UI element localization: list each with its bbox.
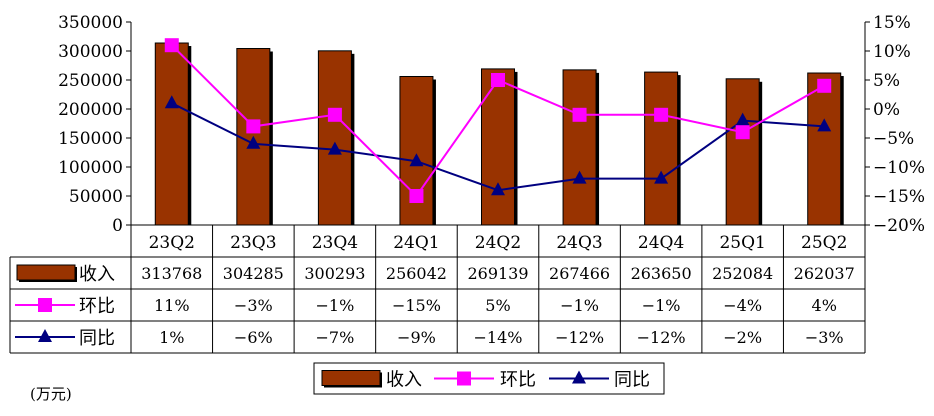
right-tick-label: −5% (873, 129, 914, 149)
revenue-bar (317, 50, 352, 226)
yoy-point (654, 170, 669, 184)
legend-key-revenue (321, 370, 381, 386)
table-cell: −9% (397, 328, 436, 347)
revenue-bar (481, 68, 515, 226)
category-label: 25Q2 (801, 233, 847, 253)
yoy-point (491, 182, 505, 196)
revenue-bar (644, 71, 679, 226)
revenue-bar (725, 78, 760, 226)
table-cell: −7% (315, 328, 354, 347)
revenue-bar (562, 69, 597, 226)
table-cell: −3% (234, 296, 273, 315)
table-cell: 5% (485, 296, 510, 315)
left-tick-label: 200000 (58, 100, 123, 120)
table-cell: 313768 (141, 264, 202, 283)
yoy-point (735, 112, 750, 126)
table-cell: 304285 (223, 264, 284, 283)
category-label: 23Q2 (149, 233, 195, 253)
legend-key-qoq-marker (457, 371, 471, 386)
table-cell: 262037 (794, 264, 855, 283)
table-cell: 256042 (386, 264, 447, 283)
table-cell: −3% (805, 328, 844, 347)
table-cell: 263650 (631, 264, 692, 283)
category-label: 24Q2 (475, 233, 521, 253)
legend-label-revenue: 收入 (386, 370, 422, 391)
line-series (164, 38, 832, 203)
table-cell: −2% (723, 328, 762, 347)
qoq-point (491, 73, 505, 87)
revenue-bar (236, 48, 271, 226)
table-cell: −1% (560, 296, 599, 315)
table-key-qoq-marker (38, 298, 52, 312)
yoy-point (817, 118, 832, 132)
category-label: 23Q4 (312, 233, 358, 253)
qoq-point (409, 189, 424, 203)
qoq-point (735, 125, 750, 140)
right-tick-label: 5% (873, 71, 900, 91)
legend-label-yoy: 同比 (614, 370, 650, 391)
yoy-point (327, 141, 342, 155)
right-tick-label: −20% (873, 216, 925, 236)
table-cell: −12% (637, 328, 686, 347)
category-label: 25Q1 (719, 233, 765, 253)
right-tick-label: −15% (873, 187, 925, 207)
left-tick-label: 350000 (58, 13, 123, 33)
left-tick-label: 100000 (58, 158, 123, 178)
unit-label: (万元) (30, 385, 72, 403)
table-cell: −15% (392, 296, 441, 315)
table-cell: −1% (642, 296, 681, 315)
left-tick-label: 150000 (58, 129, 123, 149)
table-key-yoy-marker (38, 329, 52, 342)
legend-label-qoq: 环比 (500, 370, 536, 391)
right-tick-label: 10% (873, 42, 911, 62)
category-label: 24Q4 (638, 233, 684, 253)
revenue-bar (807, 72, 842, 226)
table-cell: 269139 (467, 264, 528, 283)
table-cell: 4% (812, 296, 837, 315)
table-cell: 11% (154, 296, 190, 315)
data-table: 23Q2 23Q3 23Q4 24Q1 24Q2 24Q3 24Q4 25Q1 25Q2 收入 31… (9, 224, 866, 354)
table-cell: 267466 (549, 264, 610, 283)
legend-key-yoy-marker (572, 370, 586, 384)
right-tick-label: 0% (873, 100, 900, 120)
left-tick-label: 0 (112, 216, 123, 236)
table-cell: 300293 (304, 264, 365, 283)
category-label: 24Q1 (393, 233, 439, 253)
yoy-point (409, 153, 424, 167)
category-label: 24Q3 (556, 233, 602, 253)
left-tick-label: 300000 (58, 42, 123, 62)
table-cell: −6% (234, 328, 273, 347)
qoq-point (654, 107, 669, 122)
table-cell: 1% (159, 328, 184, 347)
yoy-point (164, 95, 179, 109)
qoq-point (327, 107, 342, 122)
table-cell: −1% (315, 296, 354, 315)
table-cell: −14% (474, 328, 523, 347)
qoq-point (572, 107, 587, 122)
right-tick-label: −10% (873, 158, 925, 178)
table-key-revenue (16, 264, 76, 281)
legend: 收入 环比 同比 (313, 362, 665, 395)
yoy-point (572, 170, 587, 184)
qoq-point (817, 78, 832, 93)
revenue-bar (154, 42, 189, 226)
left-tick-label: 50000 (69, 187, 123, 207)
table-cell: 252084 (712, 264, 773, 283)
yoy-point (246, 135, 261, 149)
category-label: 23Q3 (230, 233, 276, 253)
table-series-name: 环比 (79, 296, 115, 317)
left-tick-label: 250000 (58, 71, 123, 91)
chart-axes: 350000 300000 250000 200000 150000 100000 5000… (58, 13, 925, 236)
table-series-name: 同比 (79, 328, 115, 349)
table-cell: −12% (555, 328, 604, 347)
table-series-name: 收入 (79, 264, 115, 285)
table-cell: −4% (723, 296, 762, 315)
qoq-point (246, 119, 261, 134)
qoq-point (164, 38, 179, 53)
right-tick-label: 15% (873, 13, 911, 33)
